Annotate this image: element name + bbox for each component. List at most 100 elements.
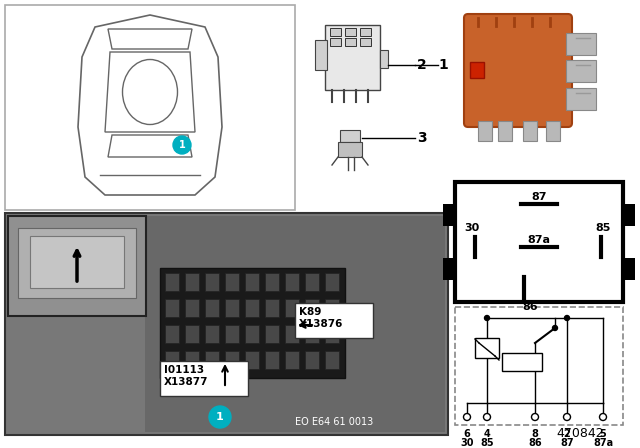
Bar xyxy=(380,50,388,68)
Bar xyxy=(566,33,596,55)
Bar xyxy=(455,182,623,302)
Text: 85: 85 xyxy=(595,223,611,233)
Circle shape xyxy=(600,414,607,421)
Text: 85: 85 xyxy=(480,438,494,448)
Text: 1: 1 xyxy=(438,58,448,72)
Text: 470842: 470842 xyxy=(556,427,604,440)
Bar xyxy=(265,299,279,317)
Bar xyxy=(30,236,124,288)
Bar xyxy=(185,299,199,317)
Bar xyxy=(295,303,373,338)
Bar xyxy=(205,351,219,369)
Text: 1: 1 xyxy=(179,140,186,150)
Bar xyxy=(305,325,319,343)
Circle shape xyxy=(484,315,490,320)
Text: 3: 3 xyxy=(417,131,427,145)
Bar xyxy=(225,273,239,291)
Bar xyxy=(305,299,319,317)
Circle shape xyxy=(173,136,191,154)
Text: 86: 86 xyxy=(528,438,542,448)
Bar xyxy=(205,325,219,343)
Bar xyxy=(330,38,341,46)
Bar xyxy=(455,307,623,425)
Text: 8: 8 xyxy=(532,429,538,439)
Text: 2: 2 xyxy=(417,58,427,72)
Text: 2: 2 xyxy=(564,429,570,439)
Bar xyxy=(443,204,457,226)
Text: I01113
X13877: I01113 X13877 xyxy=(164,365,209,387)
Text: 30: 30 xyxy=(465,223,479,233)
Circle shape xyxy=(483,414,490,421)
Bar xyxy=(18,228,136,298)
Bar xyxy=(5,213,448,435)
Bar xyxy=(330,28,341,36)
Bar xyxy=(502,353,542,371)
Text: 87a: 87a xyxy=(527,235,550,245)
Bar xyxy=(265,351,279,369)
Text: 87: 87 xyxy=(560,438,574,448)
Circle shape xyxy=(563,414,570,421)
Bar xyxy=(523,121,537,141)
Circle shape xyxy=(531,414,538,421)
Bar xyxy=(265,325,279,343)
Bar xyxy=(165,273,179,291)
Bar xyxy=(185,351,199,369)
Bar xyxy=(315,40,327,70)
Text: 1: 1 xyxy=(216,412,224,422)
Text: 6: 6 xyxy=(463,429,470,439)
Bar xyxy=(305,351,319,369)
Bar xyxy=(478,121,492,141)
Text: 87a: 87a xyxy=(593,438,613,448)
Bar xyxy=(165,325,179,343)
Bar xyxy=(165,351,179,369)
Bar xyxy=(245,325,259,343)
Circle shape xyxy=(564,315,570,320)
Bar xyxy=(185,325,199,343)
Bar xyxy=(546,121,560,141)
Bar xyxy=(245,273,259,291)
Text: K89
X13876: K89 X13876 xyxy=(299,307,344,328)
Bar xyxy=(621,204,635,226)
Bar xyxy=(498,121,512,141)
Bar xyxy=(245,351,259,369)
Bar xyxy=(285,299,299,317)
Bar xyxy=(325,25,380,90)
Bar xyxy=(8,216,146,316)
Bar xyxy=(360,28,371,36)
Bar xyxy=(160,268,345,378)
Bar xyxy=(205,273,219,291)
Bar xyxy=(621,258,635,280)
Bar xyxy=(566,88,596,110)
Text: 87: 87 xyxy=(531,192,547,202)
Bar xyxy=(285,351,299,369)
Text: EO E64 61 0013: EO E64 61 0013 xyxy=(295,417,373,427)
Bar xyxy=(325,351,339,369)
Bar xyxy=(225,299,239,317)
Bar xyxy=(325,299,339,317)
Bar xyxy=(325,325,339,343)
Bar xyxy=(145,216,445,432)
Bar xyxy=(360,38,371,46)
Bar xyxy=(285,273,299,291)
Bar xyxy=(225,325,239,343)
Bar xyxy=(165,299,179,317)
Text: 30: 30 xyxy=(460,438,474,448)
Bar xyxy=(443,258,457,280)
Bar xyxy=(245,299,259,317)
Bar xyxy=(160,361,248,396)
FancyBboxPatch shape xyxy=(464,14,572,127)
Circle shape xyxy=(463,414,470,421)
Bar xyxy=(340,130,360,142)
Bar xyxy=(205,299,219,317)
Text: 4: 4 xyxy=(484,429,490,439)
Text: 86: 86 xyxy=(522,302,538,312)
Bar xyxy=(470,62,484,78)
Bar xyxy=(185,273,199,291)
Bar xyxy=(338,142,362,157)
Bar xyxy=(285,325,299,343)
Bar xyxy=(305,273,319,291)
Text: 5: 5 xyxy=(600,429,606,439)
Bar xyxy=(345,28,356,36)
Bar xyxy=(225,351,239,369)
Bar xyxy=(475,338,499,358)
